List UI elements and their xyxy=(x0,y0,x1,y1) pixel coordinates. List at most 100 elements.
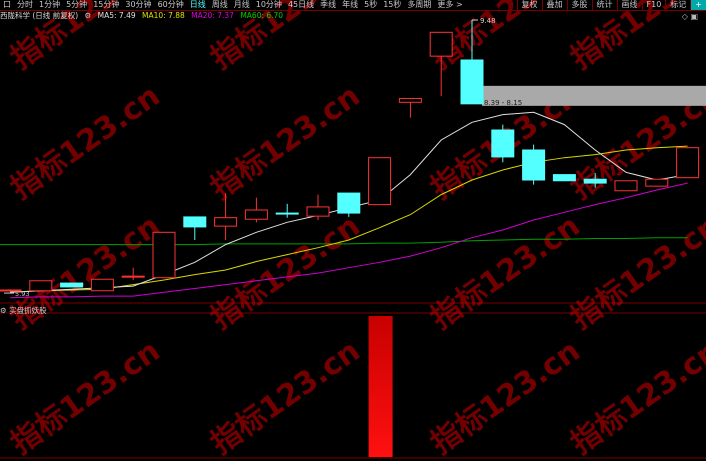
price-band xyxy=(482,85,706,106)
candle-body xyxy=(337,192,361,214)
candle[interactable] xyxy=(491,124,515,163)
candle[interactable] xyxy=(522,144,546,185)
candle-body xyxy=(152,231,176,279)
period-tab[interactable]: 5分钟 xyxy=(66,0,88,9)
period-tab[interactable]: 多周期 xyxy=(407,0,432,9)
watermark-logo: 指标123.cn xyxy=(565,209,706,337)
candle[interactable] xyxy=(337,192,361,217)
period-tab[interactable]: 10分钟 xyxy=(255,0,282,9)
period-tab[interactable]: 日线 xyxy=(189,0,206,9)
candle-body xyxy=(183,216,207,228)
candle-body xyxy=(244,209,268,220)
watermark-logo: 指标123.cn xyxy=(565,334,706,461)
candle[interactable] xyxy=(244,197,268,223)
candle-body xyxy=(275,212,299,215)
period-tab[interactable]: 15分钟 xyxy=(93,0,120,9)
period-tab[interactable]: 15秒 xyxy=(383,0,402,9)
layout-icon[interactable]: 口 xyxy=(3,0,11,9)
period-tab[interactable]: 更多 > xyxy=(437,0,463,9)
toolbar-button[interactable]: 复权 xyxy=(516,0,542,10)
ma20-value: MA20: 7.37 xyxy=(191,11,234,20)
watermark-logo: 指标123.cn xyxy=(5,79,167,207)
candle[interactable] xyxy=(368,157,392,206)
ma60-line xyxy=(10,237,688,246)
candle-body xyxy=(29,280,53,292)
candle-body xyxy=(398,97,422,103)
ma5-value: MA5: 7.49 xyxy=(97,11,136,20)
period-tab[interactable]: 分时 xyxy=(17,0,33,9)
candle[interactable] xyxy=(121,267,145,280)
toolbar-button[interactable]: 叠加 xyxy=(541,0,567,10)
candle[interactable] xyxy=(676,147,700,179)
candle[interactable] xyxy=(460,20,484,105)
toolbar-button[interactable]: 标记 xyxy=(665,0,690,10)
watermark-logo: 指标123.cn xyxy=(205,209,367,337)
stock-title[interactable]: 西陇科学 (日线 前复权) xyxy=(0,11,79,20)
toolbar-button[interactable]: 画线 xyxy=(616,0,642,10)
candle-body xyxy=(90,278,114,292)
candle-body xyxy=(60,282,84,288)
candle-body xyxy=(614,180,638,192)
low-label: 5.93 xyxy=(15,290,29,298)
period-tab[interactable]: 30分钟 xyxy=(125,0,152,9)
candle[interactable] xyxy=(60,282,84,288)
candle-body xyxy=(368,157,392,206)
candle-body xyxy=(429,31,453,57)
candle[interactable] xyxy=(429,31,453,97)
period-tab[interactable]: 60分钟 xyxy=(157,0,184,9)
watermark-logo: 指标123.cn xyxy=(5,209,167,337)
candle[interactable] xyxy=(152,231,176,279)
toolbar-button[interactable]: + xyxy=(690,0,706,10)
chart-header: 西陇科学 (日线 前复权) ⚙ MA5: 7.49 MA10: 7.88 MA2… xyxy=(0,11,287,21)
candle[interactable] xyxy=(214,193,238,240)
watermark-logo: 指标123.cn xyxy=(425,209,587,337)
candle[interactable] xyxy=(398,97,422,118)
candle[interactable] xyxy=(275,203,299,218)
period-tab[interactable]: 45日线 xyxy=(287,0,315,9)
candle[interactable] xyxy=(552,174,576,182)
ma10-line xyxy=(9,145,688,293)
period-tab[interactable]: 年线 xyxy=(342,0,359,9)
high-label: 9.48 xyxy=(480,17,496,25)
ma10-value: MA10: 7.88 xyxy=(142,11,185,20)
period-tab[interactable]: 周线 xyxy=(211,0,228,9)
watermark-logo: 指标123.cn xyxy=(205,334,367,461)
ma20-line xyxy=(9,182,688,299)
candle-body xyxy=(583,178,607,184)
candle-body xyxy=(676,147,700,179)
candle[interactable] xyxy=(183,216,207,240)
window-icon[interactable]: ▣ xyxy=(690,12,698,21)
toolbar-button[interactable]: 统计 xyxy=(591,0,617,10)
toolbar-button[interactable]: 多股 xyxy=(566,0,592,10)
candle[interactable] xyxy=(583,173,607,188)
toolbar-button[interactable]: F10 xyxy=(641,0,666,10)
candle-body xyxy=(460,59,484,105)
period-tab[interactable]: 季线 xyxy=(320,0,337,9)
toolbar-right: 复权 叠加 多股 统计 画线 F10 标记 + xyxy=(516,0,706,10)
candle[interactable] xyxy=(90,278,114,292)
candle[interactable] xyxy=(614,180,638,192)
candle[interactable] xyxy=(306,194,330,220)
settings-icon[interactable]: ⚙ xyxy=(84,11,92,20)
watermark-logo: 指标123.cn xyxy=(5,334,167,461)
indicator-settings-icon[interactable]: ⚙ xyxy=(0,306,7,315)
candle-body xyxy=(306,206,330,217)
band-label: 8.39 - 8.15 xyxy=(484,99,522,107)
candle[interactable] xyxy=(29,280,53,292)
period-toolbar: 口分时 1分钟 5分钟 15分钟 30分钟 60分钟 日线 周线 月线 10分钟 45日线 季线 年线 5… xyxy=(0,0,706,11)
indicator-label[interactable]: ⚙ 实盘抓妖股 xyxy=(0,306,47,315)
period-tab[interactable]: 月线 xyxy=(233,0,250,9)
ma60-value: MA60: 6.70 xyxy=(240,11,284,20)
candle-body xyxy=(522,149,546,181)
period-tab[interactable]: 1分钟 xyxy=(39,0,61,9)
candle-body xyxy=(552,174,576,182)
candle[interactable] xyxy=(645,178,669,187)
period-tab[interactable]: 5秒 xyxy=(364,0,378,9)
candle[interactable] xyxy=(0,289,22,292)
signal-bar xyxy=(368,316,393,457)
candle-body xyxy=(121,275,145,278)
candle-body xyxy=(645,178,669,187)
candle-body xyxy=(491,129,515,158)
diamond-icon[interactable]: ◇ xyxy=(681,12,688,21)
